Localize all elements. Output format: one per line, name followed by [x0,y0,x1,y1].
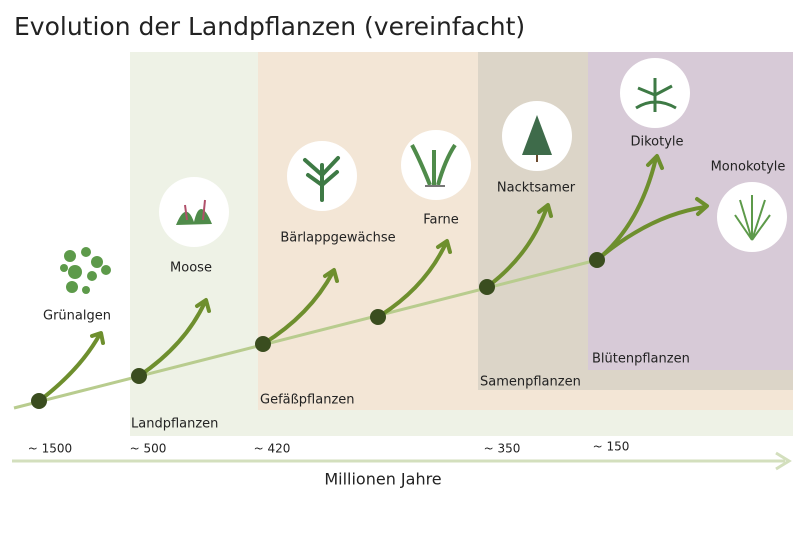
time-tick: ~ 1500 [28,442,72,456]
plant-icons [60,58,787,294]
branch-arrows [37,154,709,403]
group-labels: Landpflanzen Gefäßpflanzen Samenpflanzen… [131,352,690,432]
time-tick: ~ 350 [484,442,521,456]
group-label: Gefäßpflanzen [260,393,355,408]
node-label: Dikotyle [630,135,683,150]
node-label: Grünalgen [43,309,111,324]
time-tick: ~ 420 [254,442,291,456]
main-line [13,258,598,410]
node-label: Monokotyle [711,160,786,175]
timeline: ~ 1500 ~ 500 ~ 420 ~ 350 ~ 150 Millionen… [12,440,792,489]
nodes [31,252,605,409]
node-labels: Grünalgen Moose Bärlappgewächse Farne Na… [43,135,785,324]
time-axis-label: Millionen Jahre [324,470,441,489]
group-label: Landpflanzen [131,417,218,432]
title: Evolution der Landpflanzen (vereinfacht) [14,12,525,41]
time-tick: ~ 150 [593,440,630,454]
node-label: Nacktsamer [497,181,576,196]
time-axis-arrow [775,451,792,471]
node-label: Farne [423,213,459,228]
group-label: Blütenpflanzen [592,352,690,367]
node-label: Moose [170,261,212,276]
group-label: Samenpflanzen [480,375,581,390]
node-label: Bärlappgewächse [280,231,395,246]
time-tick: ~ 500 [130,442,167,456]
